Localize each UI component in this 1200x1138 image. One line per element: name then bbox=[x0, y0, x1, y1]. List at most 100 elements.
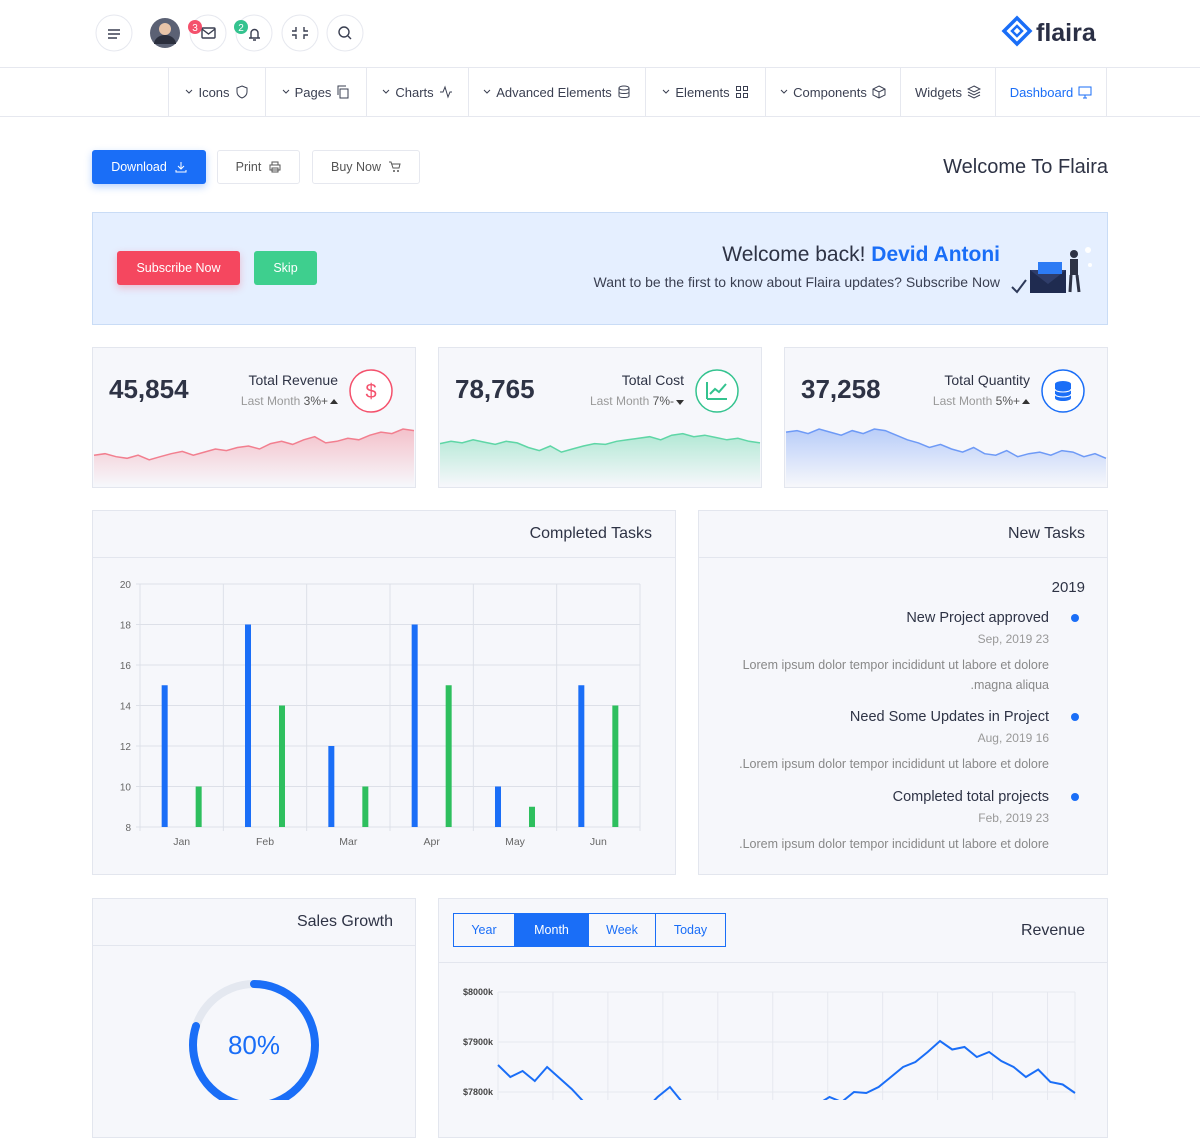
banner-greeting: Welcome back! bbox=[722, 243, 866, 266]
nav-icon bbox=[236, 85, 248, 99]
card-divider bbox=[93, 557, 675, 558]
nav-label: Charts bbox=[395, 84, 434, 100]
card-title: Sales Growth bbox=[296, 913, 393, 930]
button-label: Print bbox=[235, 160, 262, 174]
stat-period: Last Month bbox=[589, 394, 650, 408]
banner-title: Welcome back! Devid Antoni bbox=[722, 243, 1000, 267]
header-icons: 3 2 flaira bbox=[95, 14, 1097, 52]
page-body: {"header":{"mail_badge":"3","notificatio… bbox=[0, 14, 1200, 1138]
print-button[interactable]: Print bbox=[217, 150, 300, 184]
chevron bbox=[186, 89, 193, 94]
page: Flaira Dashboard html,body{margin:0;padd… bbox=[0, 14, 1200, 1138]
button-icon bbox=[269, 161, 281, 173]
nav-label: Elements bbox=[675, 84, 730, 100]
task-date: Aug, 2019 16 bbox=[977, 731, 1049, 745]
stat-change: 3%+ bbox=[303, 394, 328, 408]
card-title: Completed Tasks bbox=[529, 525, 652, 542]
banner-text: Want to be the first to know about Flair… bbox=[593, 274, 1000, 290]
button-label: Skip bbox=[273, 261, 298, 275]
avatar-body bbox=[154, 35, 176, 44]
stat-card bbox=[92, 347, 416, 488]
notification-badge: 2 bbox=[238, 23, 244, 34]
banner-illustration bbox=[1011, 247, 1092, 294]
banner-user-name: Devid Antoni bbox=[871, 243, 1000, 266]
tab-active[interactable]: Month bbox=[514, 913, 589, 947]
card-divider bbox=[699, 557, 1107, 558]
task-title: New Project approved bbox=[906, 610, 1049, 626]
stat-sub: Last Month 5%+ bbox=[933, 394, 1020, 408]
nav-label: Widgets bbox=[915, 84, 962, 100]
fullscreen-button[interactable] bbox=[281, 14, 319, 52]
stat-sub: Last Month 3%+ bbox=[241, 394, 328, 408]
subscribe-button[interactable]: Subscribe Now bbox=[117, 251, 240, 285]
chevron bbox=[282, 89, 289, 94]
task-date: Feb, 2019 23 bbox=[978, 811, 1049, 825]
stat-sub: Last Month 7%- bbox=[590, 394, 674, 408]
nav-item[interactable]: Charts bbox=[366, 68, 468, 116]
menu-button[interactable] bbox=[95, 14, 133, 52]
nav-icon bbox=[618, 85, 630, 98]
button-label: Subscribe Now bbox=[136, 261, 221, 275]
stat-change: 5%+ bbox=[995, 394, 1020, 408]
nav-icon bbox=[439, 85, 452, 99]
chevron bbox=[663, 89, 670, 94]
task-text: Lorem ipsum dolor tempor incididunt ut l… bbox=[739, 837, 1049, 851]
card-title: Revenue bbox=[1020, 922, 1085, 939]
welcome-banner bbox=[92, 212, 1108, 325]
nav-icon bbox=[872, 85, 886, 99]
nav-label: Icons bbox=[198, 84, 230, 100]
skip-button[interactable]: Skip bbox=[254, 251, 317, 285]
chevron bbox=[483, 89, 491, 94]
download-button[interactable]: Download bbox=[92, 150, 206, 184]
stat-label: Total Revenue bbox=[248, 372, 338, 388]
nav-item[interactable]: Pages bbox=[265, 68, 366, 116]
timeline-year: 2019 bbox=[1051, 579, 1085, 596]
nav-label: Advanced Elements bbox=[496, 84, 612, 100]
stat-card bbox=[438, 347, 762, 488]
chevron bbox=[780, 89, 788, 94]
stat-period: Last Month bbox=[932, 394, 993, 408]
stat-label: Total Cost bbox=[621, 372, 684, 388]
stat-value: 78,765 bbox=[455, 374, 535, 404]
sales-growth-card bbox=[92, 898, 416, 1138]
nav-item[interactable]: Components bbox=[765, 68, 900, 116]
nav-bar bbox=[0, 68, 1200, 117]
logo-icon bbox=[1001, 15, 1033, 47]
completed-tasks-card bbox=[92, 510, 676, 875]
stat-label: Total Quantity bbox=[944, 372, 1030, 388]
nav-icon bbox=[1078, 86, 1092, 99]
icon-glyphs bbox=[108, 26, 352, 41]
task-text: Lorem ipsum dolor tempor incididunt ut l… bbox=[739, 757, 1049, 771]
tab[interactable]: Week bbox=[588, 913, 656, 947]
tab[interactable]: Today bbox=[655, 913, 726, 947]
notification-badge-bg bbox=[234, 20, 248, 34]
stat-card bbox=[784, 347, 1108, 488]
button-icon bbox=[389, 161, 401, 172]
nav-item-active[interactable]: Dashboard bbox=[995, 68, 1107, 116]
card-divider bbox=[93, 945, 415, 946]
nav-label: Dashboard bbox=[1009, 84, 1074, 100]
tab[interactable]: Year bbox=[453, 913, 515, 947]
nav-item[interactable]: Advanced Elements bbox=[468, 68, 645, 116]
logo-text[interactable]: flaira bbox=[1036, 19, 1097, 47]
nav-icon bbox=[337, 85, 349, 99]
stat-value: 37,258 bbox=[801, 374, 881, 404]
nav-item[interactable]: Widgets bbox=[900, 68, 995, 116]
nav-item[interactable]: Elements bbox=[645, 68, 765, 116]
buy-now-button[interactable]: Buy Now bbox=[312, 150, 420, 184]
nav-item[interactable]: Icons bbox=[168, 68, 265, 116]
avatar-face bbox=[159, 23, 171, 35]
nav-icon bbox=[735, 86, 748, 98]
task-title: Need Some Updates in Project bbox=[849, 709, 1049, 725]
nav: Icons Pages Charts Advanced Elements Ele… bbox=[168, 68, 1107, 116]
stat-value: 45,854 bbox=[109, 374, 189, 404]
card-title: New Tasks bbox=[1007, 525, 1085, 542]
chevron bbox=[382, 89, 390, 94]
card-divider bbox=[439, 962, 1107, 963]
task-text: Lorem ipsum dolor tempor incididunt ut l… bbox=[742, 658, 1049, 692]
button-icon bbox=[175, 162, 187, 173]
nav-icon bbox=[966, 85, 981, 99]
search-button[interactable] bbox=[326, 14, 364, 52]
button-label: Download bbox=[111, 160, 167, 174]
nav-label: Pages bbox=[294, 84, 332, 100]
